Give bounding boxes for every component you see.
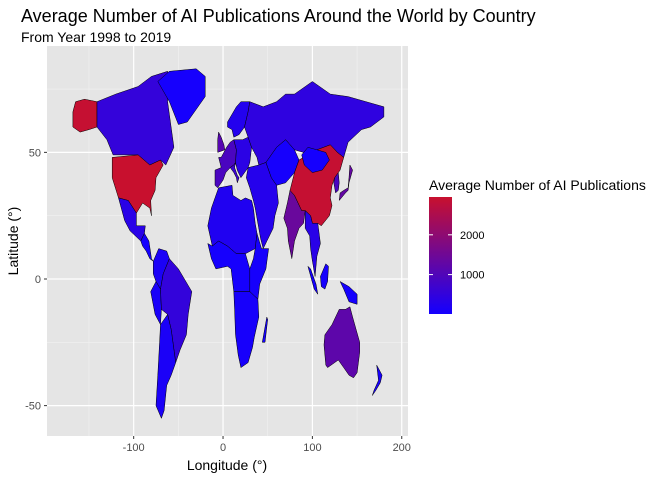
y-axis-title: Latitude (°) (5, 207, 21, 276)
legend-colorbar (429, 197, 452, 314)
x-axis-title: Longitude (°) (187, 457, 267, 473)
region-mexico (118, 197, 146, 242)
chart-title: Average Number of AI Publications Around… (21, 6, 536, 26)
x-tick-label: -100 (123, 442, 145, 454)
legend-ticks: 1000 2000 (429, 230, 484, 282)
region-east-africa (249, 233, 269, 300)
region-australia (323, 306, 360, 379)
y-tick-label: 50 (29, 147, 41, 159)
region-southern-cone (155, 314, 176, 419)
chart-subtitle: From Year 1998 to 2019 (21, 29, 171, 45)
country-regions (72, 68, 385, 419)
legend-tick-label: 1000 (460, 270, 484, 282)
region-alaska (72, 98, 98, 133)
region-italy (229, 162, 240, 184)
axes: -100 0 100 200 -50 0 50 (25, 147, 411, 454)
region-indonesia-sumatra- (307, 266, 319, 295)
region-middle-east (246, 162, 279, 249)
region-southeast-asia (304, 210, 321, 277)
region-greenland (157, 68, 206, 125)
legend-title: Average Number of AI Publications (429, 177, 646, 193)
legend-tick-label: 2000 (460, 230, 484, 242)
region-korea (333, 172, 340, 194)
y-tick-label: -50 (25, 401, 41, 413)
region-canada (96, 71, 175, 166)
x-tick-label: 0 (220, 442, 226, 454)
region-japan (338, 164, 353, 201)
x-tick-label: 100 (303, 442, 321, 454)
region-borneo (320, 263, 329, 290)
region-mongolia (301, 147, 330, 173)
region-new-guinea (339, 281, 358, 305)
region-southern-africa (233, 291, 260, 368)
x-tick-label: 200 (393, 442, 411, 454)
region-new-zealand (372, 364, 383, 396)
y-tick-label: 0 (35, 274, 41, 286)
region-madagascar (262, 316, 268, 343)
region-united-kingdom (217, 131, 226, 153)
